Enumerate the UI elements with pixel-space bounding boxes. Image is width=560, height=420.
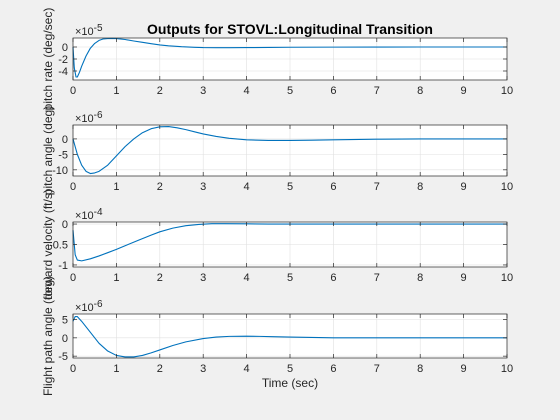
y-exponent-label: ×10-6	[75, 299, 103, 314]
x-tick-label: 6	[330, 272, 336, 284]
exponent-base: ×10	[75, 113, 94, 125]
y-tick-label: -10	[52, 165, 68, 177]
x-tick-label: 1	[113, 363, 119, 375]
x-tick-label: 0	[70, 363, 76, 375]
x-tick-label: 7	[374, 363, 380, 375]
x-tick-label: 8	[417, 181, 423, 193]
x-tick-label: 4	[244, 181, 250, 193]
y-tick-label: 5	[62, 315, 68, 327]
x-tick-label: 0	[70, 272, 76, 284]
x-tick-label: 6	[330, 181, 336, 193]
exponent-base: ×10	[75, 210, 94, 222]
y-axis-label: pitch angle (deg)	[41, 106, 55, 195]
exponent-power: -4	[94, 207, 103, 218]
x-tick-label: 4	[244, 272, 250, 284]
figure-title: Outputs for STOVL:Longitudinal Transitio…	[147, 21, 433, 37]
x-tick-label: 0	[70, 85, 76, 97]
y-tick-label: -1	[58, 260, 68, 272]
x-tick-label: 0	[70, 181, 76, 193]
x-axis-label: Time (sec)	[262, 376, 318, 390]
x-tick-label: 9	[461, 272, 467, 284]
x-tick-label: 4	[244, 85, 250, 97]
x-tick-label: 2	[157, 363, 163, 375]
y-tick-label: -5	[58, 351, 68, 363]
y-axis-label: Flight path angle (deg)	[41, 276, 55, 396]
exponent-power: -5	[94, 23, 103, 34]
exponent-base: ×10	[75, 26, 94, 38]
y-exponent-label: ×10-6	[75, 110, 103, 125]
x-tick-label: 1	[113, 272, 119, 284]
x-tick-label: 6	[330, 85, 336, 97]
x-tick-label: 4	[244, 363, 250, 375]
y-tick-label: -4	[58, 66, 68, 78]
exponent-power: -6	[94, 110, 103, 121]
x-tick-label: 7	[374, 85, 380, 97]
x-tick-label: 1	[113, 85, 119, 97]
x-tick-label: 6	[330, 363, 336, 375]
y-tick-label: 0	[62, 134, 68, 146]
y-tick-label: 0	[62, 42, 68, 54]
x-tick-label: 7	[374, 272, 380, 284]
subplot-2: 0 1 2 3 4 5 6 7 8 9 10 -10 -5 0 ×10-6 pitch angle (deg)	[41, 106, 513, 195]
y-exponent-label: ×10-4	[75, 207, 103, 222]
x-tick-label: 10	[501, 363, 513, 375]
y-exponent-label: ×10-5	[75, 23, 103, 38]
x-tick-label: 3	[200, 181, 206, 193]
x-tick-label: 5	[287, 181, 293, 193]
series-line	[72, 316, 507, 358]
x-tick-label: 10	[501, 272, 513, 284]
y-tick-label: 0	[62, 333, 68, 345]
series-line	[72, 126, 507, 175]
x-tick-label: 9	[461, 85, 467, 97]
subplot-3: 0 1 2 3 4 5 6 7 8 9 10 -1 -0.5 0 ×10-4 forward velocity…	[41, 189, 513, 300]
x-tick-label: 9	[461, 181, 467, 193]
x-tick-label: 7	[374, 181, 380, 193]
x-tick-label: 2	[157, 181, 163, 193]
y-tick-label: -2	[58, 54, 68, 66]
y-axis-label: forward velocity (ft/s)	[41, 189, 55, 300]
x-tick-label: 5	[287, 272, 293, 284]
x-tick-label: 5	[287, 85, 293, 97]
y-axis-label: pitch rate (deg/sec)	[41, 8, 55, 111]
x-tick-label: 10	[501, 181, 513, 193]
x-tick-label: 3	[200, 85, 206, 97]
x-tick-label: 2	[157, 272, 163, 284]
x-tick-label: 10	[501, 85, 513, 97]
exponent-power: -6	[94, 299, 103, 310]
x-tick-label: 2	[157, 85, 163, 97]
exponent-base: ×10	[75, 302, 94, 314]
x-tick-label: 5	[287, 363, 293, 375]
x-tick-label: 8	[417, 85, 423, 97]
x-tick-label: 1	[113, 181, 119, 193]
x-tick-label: 8	[417, 272, 423, 284]
x-tick-label: 3	[200, 272, 206, 284]
y-tick-label: -0.5	[49, 240, 68, 252]
x-tick-label: 3	[200, 363, 206, 375]
x-tick-label: 9	[461, 363, 467, 375]
y-tick-label: -5	[58, 149, 68, 161]
y-tick-label: 0	[62, 219, 68, 231]
x-tick-label: 8	[417, 363, 423, 375]
series-line	[72, 37, 507, 78]
